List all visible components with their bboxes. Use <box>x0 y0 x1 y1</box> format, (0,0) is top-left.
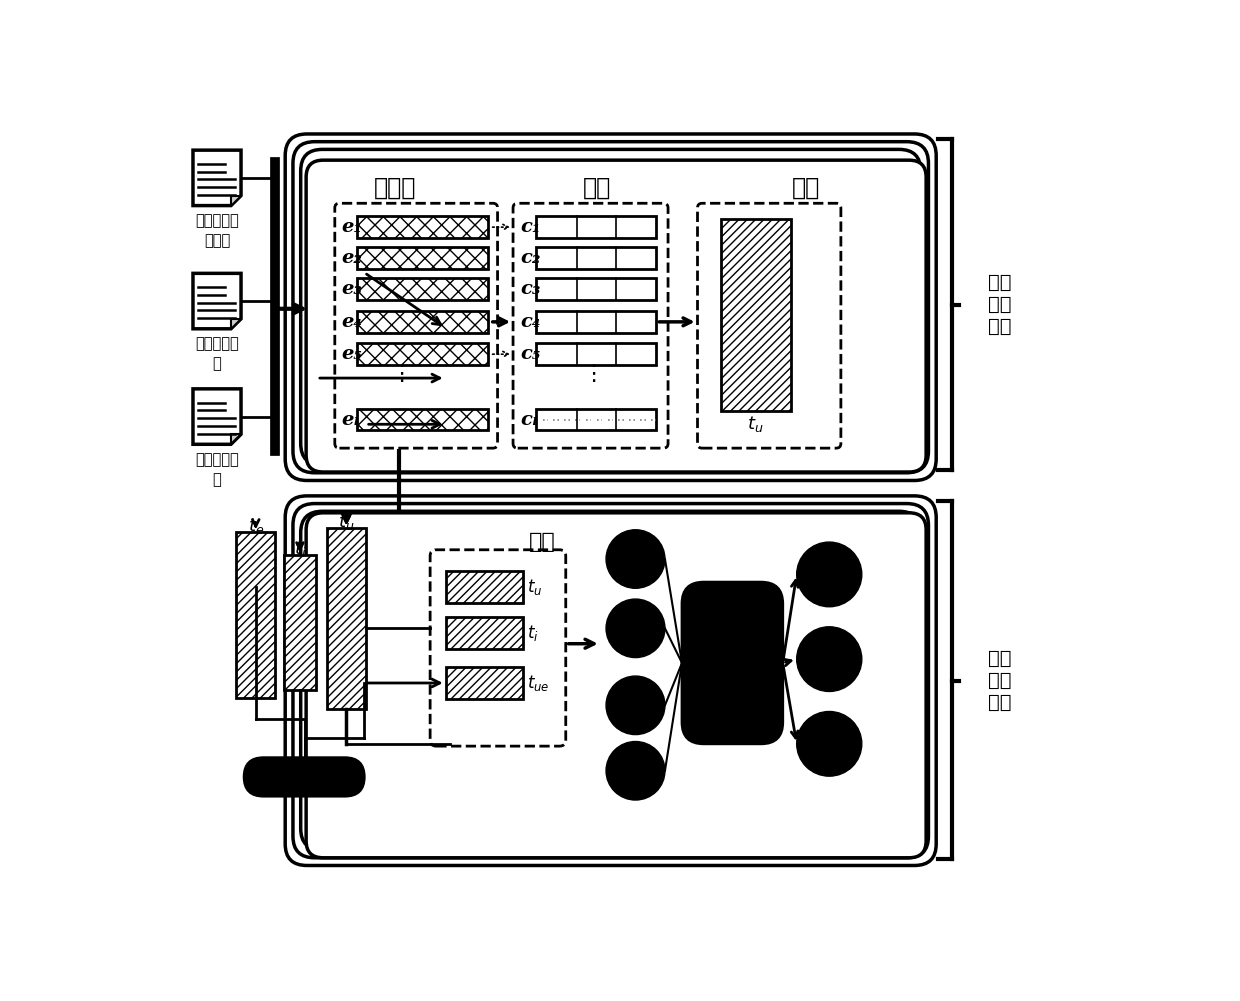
Bar <box>357 278 489 299</box>
Bar <box>357 343 489 365</box>
Text: cₗ: cₗ <box>521 410 538 428</box>
Polygon shape <box>231 318 241 328</box>
Circle shape <box>606 530 665 589</box>
Text: c₅: c₅ <box>521 345 541 363</box>
Polygon shape <box>231 195 241 205</box>
Text: c₃: c₃ <box>521 279 541 297</box>
Bar <box>536 311 656 332</box>
Text: 降维: 降维 <box>792 176 820 200</box>
Text: c₁: c₁ <box>521 218 541 236</box>
Text: $t_u$: $t_u$ <box>748 414 764 434</box>
Bar <box>445 617 523 649</box>
Bar <box>357 408 489 430</box>
FancyBboxPatch shape <box>682 583 782 744</box>
Polygon shape <box>231 434 241 444</box>
Text: $t_i$: $t_i$ <box>527 623 538 643</box>
Text: e₁: e₁ <box>341 218 362 236</box>
Text: 连接: 连接 <box>529 533 556 553</box>
Polygon shape <box>193 150 241 205</box>
Bar <box>357 311 489 332</box>
Circle shape <box>796 627 862 692</box>
Circle shape <box>796 543 862 607</box>
FancyBboxPatch shape <box>301 512 920 850</box>
FancyBboxPatch shape <box>293 504 929 858</box>
Text: $t_u$: $t_u$ <box>527 577 542 597</box>
FancyBboxPatch shape <box>293 142 929 472</box>
Text: c₄: c₄ <box>521 313 541 331</box>
Bar <box>327 529 366 709</box>
Text: 用户评论补
充文档: 用户评论补 充文档 <box>195 213 239 248</box>
Circle shape <box>606 676 665 735</box>
Bar <box>536 408 656 430</box>
Circle shape <box>606 599 665 658</box>
Polygon shape <box>193 273 241 328</box>
FancyBboxPatch shape <box>306 160 926 472</box>
Text: 评论
特征
抽取: 评论 特征 抽取 <box>988 273 1012 336</box>
Text: ⋮: ⋮ <box>391 364 413 384</box>
Bar <box>720 218 791 411</box>
Circle shape <box>606 742 665 800</box>
Bar <box>445 667 523 699</box>
Bar <box>536 216 656 238</box>
Text: 用户评论文
档: 用户评论文 档 <box>195 452 239 486</box>
Text: $t_e$: $t_e$ <box>248 516 264 536</box>
Text: $t_i$: $t_i$ <box>294 539 306 559</box>
FancyBboxPatch shape <box>306 513 926 858</box>
Bar <box>536 278 656 299</box>
Text: e₂: e₂ <box>341 249 362 267</box>
Bar <box>536 343 656 365</box>
Text: c₂: c₂ <box>521 249 541 267</box>
Bar <box>357 216 489 238</box>
Bar <box>357 247 489 268</box>
FancyBboxPatch shape <box>244 758 365 796</box>
Text: $t_u$: $t_u$ <box>339 513 355 533</box>
Text: 评论
特征
融合: 评论 特征 融合 <box>988 650 1012 712</box>
Text: e₃: e₃ <box>341 279 362 297</box>
Text: $t_{ue}$: $t_{ue}$ <box>527 673 549 693</box>
Text: ⋮: ⋮ <box>582 364 604 384</box>
Polygon shape <box>193 388 241 444</box>
Bar <box>284 556 316 690</box>
Bar <box>536 247 656 268</box>
Text: e₅: e₅ <box>341 345 362 363</box>
Text: eₗ: eₗ <box>341 410 360 428</box>
FancyBboxPatch shape <box>285 495 936 866</box>
FancyBboxPatch shape <box>285 134 936 480</box>
Bar <box>237 533 275 698</box>
Circle shape <box>796 712 862 776</box>
FancyBboxPatch shape <box>301 149 920 465</box>
Text: 词嵌入: 词嵌入 <box>374 176 417 200</box>
Text: 卷积: 卷积 <box>583 176 611 200</box>
Bar <box>445 571 523 603</box>
Text: 物品评论文
档: 物品评论文 档 <box>195 336 239 371</box>
Text: e₄: e₄ <box>341 313 362 331</box>
